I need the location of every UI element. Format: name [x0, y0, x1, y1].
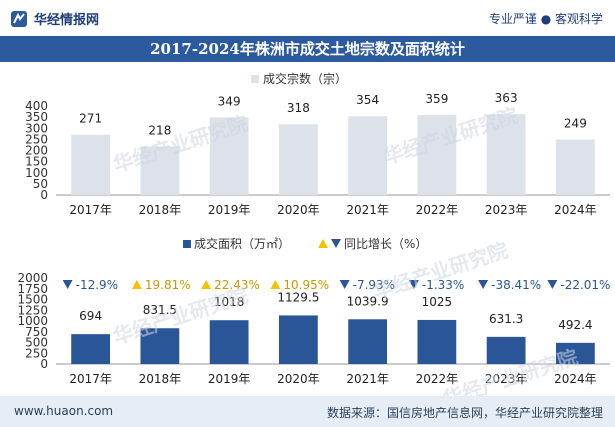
growth-marker	[478, 280, 489, 289]
area-y-tick-label: 500	[25, 336, 48, 350]
area-value-label: 631.3	[489, 312, 523, 326]
area-value-label: 1018	[214, 295, 245, 309]
count-y-tick-label: 400	[25, 99, 48, 113]
area-bar	[417, 319, 457, 364]
legend-growth-down-marker	[331, 239, 341, 248]
area-bar	[278, 315, 318, 364]
legend-count-label: 成交宗数（宗）	[263, 71, 347, 86]
count-value-label: 363	[495, 91, 518, 105]
chart-area: 成交宗数（宗）0501001502002503003504002712017年2…	[17, 71, 610, 386]
growth-marker	[270, 280, 281, 289]
growth-marker	[131, 280, 142, 289]
growth-label: 19.81%	[145, 278, 191, 292]
count-value-label: 271	[79, 112, 102, 126]
count-x-tick-label: 2020年	[277, 203, 320, 217]
growth-marker	[339, 280, 350, 289]
growth-label: 22.43%	[214, 278, 260, 292]
growth-marker	[547, 280, 558, 289]
area-y-tick-label: 0	[40, 357, 48, 371]
footer: www.huaon.com 数据来源：国信房地产信息网，华经产业研究院整理	[0, 396, 615, 427]
area-y-tick-label: 2000	[17, 271, 48, 285]
count-value-label: 218	[148, 123, 171, 137]
growth-marker	[201, 280, 212, 289]
growth-label: -22.01%	[560, 278, 610, 292]
count-value-label: 349	[218, 94, 241, 108]
count-x-tick-label: 2023年	[485, 203, 528, 217]
page-title: 2017-2024年株洲市成交土地宗数及面积统计	[0, 36, 615, 62]
area-y-tick-label: 1250	[17, 303, 48, 317]
area-y-tick-label: 1750	[17, 282, 48, 296]
area-y-tick-label: 750	[25, 325, 48, 339]
area-value-label: 694	[79, 309, 102, 323]
count-bar	[209, 117, 249, 195]
area-x-tick-label: 2020年	[277, 372, 320, 386]
area-x-tick-label: 2018年	[139, 372, 182, 386]
count-x-tick-label: 2024年	[554, 203, 597, 217]
growth-label: -12.9%	[76, 278, 118, 292]
footer-website[interactable]: www.huaon.com	[14, 404, 114, 418]
brand[interactable]: 华经情报网	[10, 9, 99, 28]
legend-growth-up-marker	[318, 239, 328, 248]
area-y-tick-label: 1500	[17, 293, 48, 307]
area-y-tick-label: 1000	[17, 314, 48, 328]
count-value-label: 249	[564, 117, 587, 131]
count-value-label: 354	[356, 93, 379, 107]
growth-label: -38.41%	[491, 278, 541, 292]
count-y-tick-label: 200	[25, 144, 48, 158]
growth-marker	[408, 280, 419, 289]
count-value-label: 318	[287, 101, 310, 115]
count-x-tick-label: 2021年	[346, 203, 389, 217]
count-bar	[140, 146, 180, 195]
count-y-tick-label: 250	[25, 132, 48, 146]
growth-label: -1.33%	[422, 278, 464, 292]
brand-name: 华经情报网	[34, 13, 100, 28]
area-x-tick-label: 2021年	[346, 372, 389, 386]
count-bar	[555, 139, 595, 195]
area-bar	[71, 334, 111, 364]
count-value-label: 359	[425, 92, 448, 106]
count-y-tick-label: 50	[33, 177, 48, 191]
area-x-tick-label: 2019年	[208, 372, 251, 386]
count-y-tick-label: 100	[25, 166, 48, 180]
legend-area-label: 成交面积（万㎡）	[194, 236, 290, 251]
area-value-label: 831.5	[143, 303, 177, 317]
legend-area-swatch	[183, 240, 191, 248]
legend-count-swatch	[251, 75, 259, 83]
area-bar	[209, 320, 249, 364]
area-value-label: 1129.5	[277, 290, 319, 304]
count-x-tick-label: 2019年	[208, 203, 251, 217]
area-value-label: 1039.9	[347, 294, 389, 308]
count-x-tick-label: 2017年	[69, 203, 112, 217]
area-y-tick-label: 250	[25, 346, 48, 360]
area-bar	[486, 336, 526, 364]
count-x-tick-label: 2018年	[139, 203, 182, 217]
count-bar	[278, 124, 318, 195]
area-x-tick-label: 2024年	[554, 372, 597, 386]
count-y-tick-label: 300	[25, 121, 48, 135]
footer-source: 数据来源：国信房地产信息网，华经产业研究院整理	[326, 406, 603, 420]
count-bar	[417, 115, 457, 195]
count-bar	[348, 116, 388, 195]
area-value-label: 492.4	[558, 318, 592, 332]
area-value-label: 1025	[422, 295, 453, 309]
count-x-tick-label: 2022年	[416, 203, 459, 217]
growth-label: 10.95%	[283, 278, 329, 292]
tagline: 专业严谨 ● 客观科学	[488, 12, 603, 26]
area-x-tick-label: 2023年	[485, 372, 528, 386]
count-y-tick-label: 0	[40, 188, 48, 202]
growth-label: -7.93%	[353, 278, 395, 292]
count-y-tick-label: 350	[25, 110, 48, 124]
count-bar	[486, 114, 526, 195]
area-bar	[140, 328, 180, 364]
growth-marker	[62, 280, 73, 289]
count-bar	[71, 134, 111, 195]
top-bar: 华经情报网 专业严谨 ● 客观科学	[0, 0, 615, 36]
count-y-tick-label: 150	[25, 155, 48, 169]
area-x-tick-label: 2022年	[416, 372, 459, 386]
area-x-tick-label: 2017年	[69, 372, 112, 386]
area-bar	[348, 319, 388, 364]
logo-icon	[11, 10, 27, 27]
legend-growth-label: 同比增长（%）	[344, 237, 427, 251]
area-bar	[555, 342, 595, 364]
